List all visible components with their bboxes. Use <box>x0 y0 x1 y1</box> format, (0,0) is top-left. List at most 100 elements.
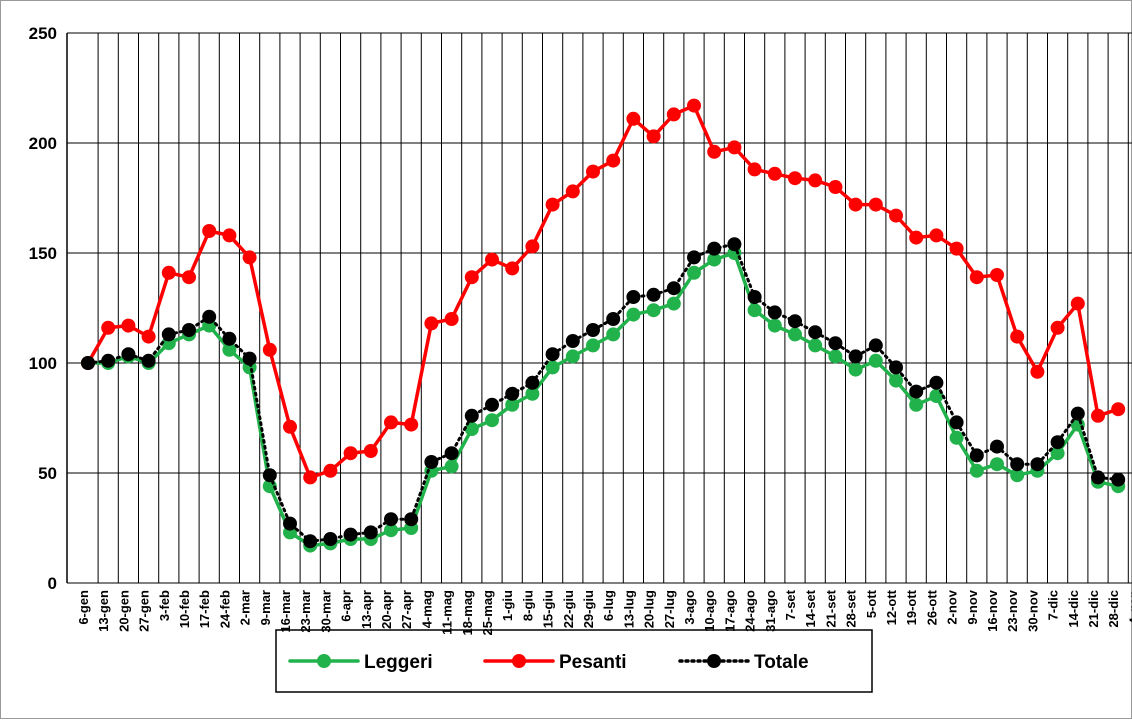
x-tick-label: 30-nov <box>1025 589 1040 632</box>
x-tick-label: 20-apr <box>379 590 394 629</box>
data-point <box>747 303 762 318</box>
data-point <box>990 457 1004 472</box>
data-point <box>384 415 398 430</box>
x-tick-label: 10-ago <box>702 590 717 632</box>
legend-box <box>275 629 873 693</box>
data-point <box>283 419 297 434</box>
data-point <box>990 268 1004 282</box>
x-tick-label: 3-feb <box>157 590 172 621</box>
x-tick-label: 15-giu <box>541 590 556 628</box>
x-tick-label: 30-mar <box>318 590 333 633</box>
data-point <box>626 290 641 304</box>
x-tick-label: 27-lug <box>662 590 677 628</box>
data-point <box>242 351 257 366</box>
x-tick-label: 16-mar <box>278 590 293 633</box>
data-point <box>161 265 176 280</box>
data-point <box>727 140 742 155</box>
data-point <box>222 342 237 357</box>
data-point <box>727 237 742 252</box>
x-tick-label: 13-gen <box>96 590 111 632</box>
data-point <box>444 312 459 326</box>
data-point <box>1050 320 1065 335</box>
legend-marker <box>707 654 721 668</box>
x-tick-label: 26-ott <box>924 589 939 625</box>
data-point <box>868 353 883 368</box>
data-point <box>687 98 701 113</box>
data-point <box>505 261 520 276</box>
data-point <box>909 230 924 245</box>
series-line <box>86 250 1120 548</box>
legend-label: Leggeri <box>364 652 433 673</box>
data-point <box>363 525 378 540</box>
data-point <box>969 448 984 463</box>
data-point <box>848 362 863 377</box>
data-point <box>646 303 661 318</box>
x-tick-label: 19-ott <box>904 589 919 625</box>
data-point <box>949 241 964 256</box>
data-point <box>828 336 843 351</box>
data-point <box>121 318 136 333</box>
data-point <box>949 415 964 430</box>
x-tick-label: 1-giu <box>500 590 515 621</box>
data-point <box>868 197 883 212</box>
data-point <box>222 228 237 243</box>
x-tick-label: 29-giu <box>581 590 596 628</box>
y-tick-label: 0 <box>48 574 57 593</box>
data-point <box>202 309 217 324</box>
data-point <box>404 512 419 527</box>
data-point <box>384 512 398 527</box>
data-point <box>990 439 1004 454</box>
data-point <box>525 386 540 401</box>
x-tick-label: 22-giu <box>561 590 576 628</box>
y-tick-label: 100 <box>29 354 57 373</box>
data-point <box>606 312 621 326</box>
data-point <box>1070 406 1085 421</box>
data-point <box>1070 296 1085 311</box>
data-point <box>1010 457 1025 472</box>
data-point <box>525 239 540 254</box>
data-point <box>788 314 802 329</box>
data-point <box>1010 329 1025 344</box>
data-point <box>424 455 439 469</box>
data-point <box>182 270 196 285</box>
x-tick-label: 10-feb <box>177 590 192 628</box>
x-tick-label: 27-gen <box>137 590 152 632</box>
x-tick-label: 17-ago <box>722 590 737 632</box>
data-point <box>161 327 176 342</box>
data-point <box>586 323 600 337</box>
data-point <box>626 307 641 322</box>
data-point <box>586 164 600 179</box>
x-tick-label: 31-ago <box>763 590 778 632</box>
data-point <box>808 173 823 188</box>
data-point <box>343 527 358 542</box>
data-point <box>747 290 762 304</box>
data-point <box>969 270 984 285</box>
data-point <box>1111 402 1126 417</box>
x-tick-label: 20-gen <box>116 590 131 632</box>
data-point <box>868 338 883 353</box>
data-point <box>505 386 520 401</box>
data-point <box>929 228 944 243</box>
data-point <box>101 320 116 335</box>
data-point <box>1091 408 1105 423</box>
data-point <box>545 197 560 212</box>
data-point <box>808 338 823 353</box>
data-point <box>323 463 338 478</box>
data-point <box>141 329 156 344</box>
data-point <box>707 144 722 159</box>
x-tick-label: 6-gen <box>76 590 91 625</box>
x-tick-label: 9-mar <box>258 590 273 625</box>
data-point <box>1050 435 1065 450</box>
data-point <box>909 397 924 412</box>
data-point <box>767 318 782 333</box>
data-point <box>121 347 136 362</box>
x-tick-label: 27-apr <box>399 590 414 629</box>
data-point <box>1091 470 1105 485</box>
data-point <box>202 224 217 238</box>
data-point <box>343 446 358 461</box>
data-point <box>525 375 540 390</box>
x-tick-label: 24-ago <box>743 590 758 632</box>
data-point <box>384 523 398 538</box>
data-point <box>404 417 419 432</box>
